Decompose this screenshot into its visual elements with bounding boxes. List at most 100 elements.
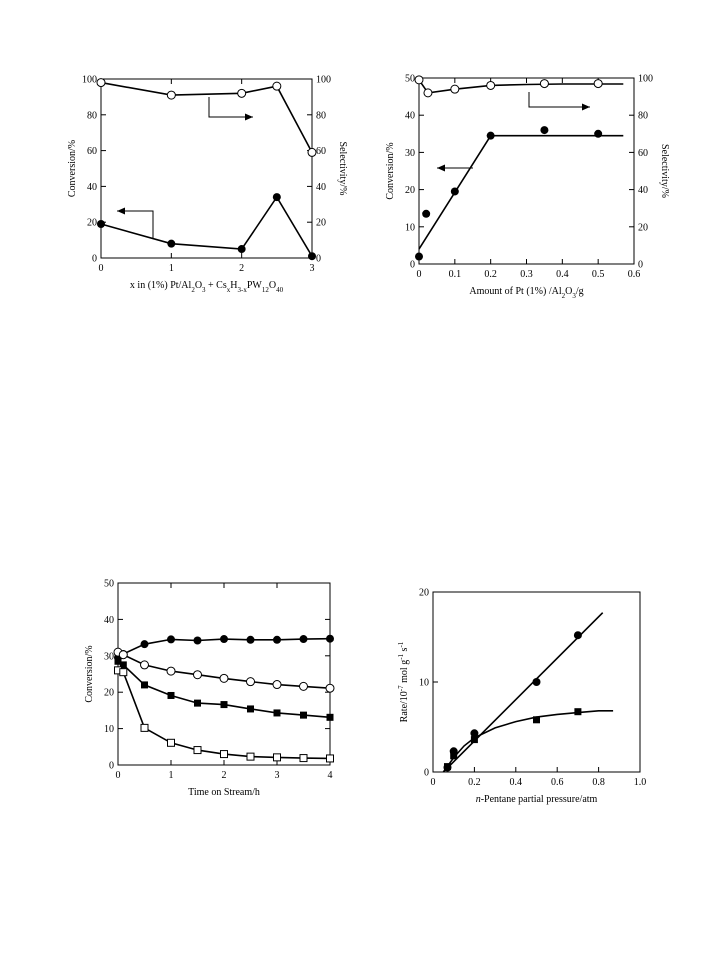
open-circle-point [414,75,424,85]
x-axis-label-part: Amount of Pt (1%) /Al [469,286,561,297]
filled-circle-point [594,129,603,138]
y2-tick-label: 40 [638,185,648,196]
y-tick-label: 40 [104,615,114,626]
y2-tick-label: 80 [638,111,648,122]
y-tick-label: 10 [405,222,415,233]
filled-square-point [273,709,281,717]
y2-tick-label: 0 [638,260,643,271]
x-axis-label: x in (1%) Pt/Al2O3 + CsxH3-xPW12O40 [130,280,284,294]
series-line-2 [117,651,331,689]
arrow-head [582,103,590,111]
filled-circle-point [220,635,228,644]
y-axis-label-part: s [399,647,410,654]
y-tick-label: 10 [104,724,114,735]
x-tick-label: 0 [431,777,436,788]
x-axis-label-part: /g [576,286,584,297]
y-tick-label: 0 [424,768,429,779]
x-axis-label-part: PW [247,280,263,291]
y2-tick-label: 40 [316,182,326,193]
x-tick-label: 4 [328,770,333,781]
y2-tick-label: 20 [316,218,326,229]
open-square-point [119,668,128,677]
x-axis-label-part: x [227,286,231,294]
filled-circle-point [272,193,281,202]
filled-square-point [300,711,307,719]
x-tick-label: 1 [169,770,174,781]
open-circle-point [166,666,176,676]
open-circle-point [272,81,282,91]
filled-circle-point [326,634,334,643]
x-axis-label-part: -Pentane partial pressure/atm [481,794,598,805]
x-axis-label-part: 12 [262,286,270,294]
filled-circle-point [450,187,459,196]
x-axis-label-part: + Cs [206,280,227,291]
series-line-2 [418,134,624,250]
y-tick-label: 10 [419,678,429,689]
open-circle-point [219,673,229,683]
y2-axis-label: Selectivity/% [659,144,670,198]
open-circle-point [325,683,335,693]
filled-circle-point [237,245,246,254]
y-tick-label: 20 [104,688,114,699]
open-circle-point [299,681,308,691]
x-axis-label-part: x in (1%) Pt/Al [130,280,192,291]
x-tick-label: 0.4 [510,777,523,788]
x-tick-label: 0 [99,263,104,274]
open-circle-point [166,90,176,100]
open-circle-point [118,650,128,660]
series-line-4 [117,669,331,760]
y-axis-label-part: -1 [397,653,405,659]
y-tick-label: 80 [87,110,97,121]
filled-circle-point [299,635,308,644]
plot-frame [100,78,313,259]
y-tick-label: 50 [405,74,415,85]
y2-tick-label: 60 [316,146,326,157]
open-circle-point [140,660,149,670]
filled-square-point [326,713,334,721]
x-axis-label-part: n [476,794,481,805]
filled-circle-point [486,131,495,140]
x-tick-label: 0.1 [449,269,462,280]
filled-circle-point [540,126,549,135]
x-tick-label: 0 [417,269,422,280]
filled-square-point [533,716,540,724]
y-tick-label: 40 [87,182,97,193]
y-tick-label: 0 [410,260,415,271]
y-axis-label-part: Rate/10 [399,691,410,722]
x-tick-label: 1 [169,263,174,274]
x-tick-label: 2 [239,263,244,274]
open-square-point [220,750,228,759]
chart-2: 0 0.1 0.2 0.3 0.4 0.5 0.6010203040500204060801… [385,74,670,301]
open-square-point [273,753,281,762]
x-tick-label: 0.8 [592,777,605,788]
axis-pointer-arrow [528,92,590,108]
filled-circle-point [422,209,431,218]
series-line-1 [117,637,331,659]
filled-square-point [194,699,201,707]
x-tick-label: 0.6 [628,269,641,280]
filled-square-point [220,701,228,709]
arrow-head [245,113,253,121]
x-axis-label-part: 40 [276,286,284,294]
x-axis-label-part: H [230,280,237,291]
x-axis-label-part: 3 [572,292,576,300]
y-tick-label: 20 [419,588,429,599]
filled-square-point [574,708,582,716]
x-axis-label: Time on Stream/h [188,787,260,798]
y2-tick-label: 20 [638,222,648,233]
open-circle-point [193,670,202,680]
x-tick-label: 0.2 [484,269,497,280]
filled-circle-point [140,640,149,649]
filled-circle-point [415,252,423,261]
x-axis-label-part: 2 [191,286,195,294]
x-axis-label-part: 2 [562,292,566,300]
series-line-1 [442,612,604,773]
filled-circle-point [308,252,316,261]
y-tick-label: 40 [405,111,415,122]
arrow-head [117,207,125,215]
y-axis-label: Conversion/% [84,645,95,702]
series-line-2 [100,195,313,257]
x-axis-label: Amount of Pt (1%) /Al2O3/g [469,286,583,300]
x-axis-label-part: 3 [202,286,206,294]
